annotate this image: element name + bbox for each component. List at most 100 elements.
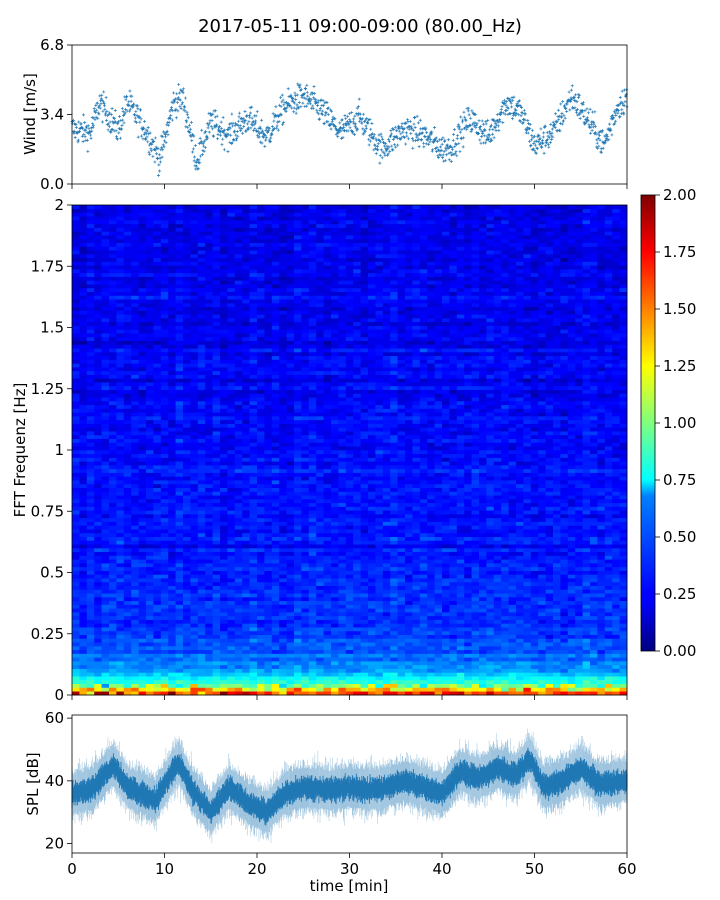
spectrogram-cell — [271, 480, 280, 485]
wind-point — [244, 119, 248, 123]
wind-point — [272, 119, 276, 123]
wind-point — [377, 133, 381, 137]
spectrogram-cell — [94, 476, 102, 481]
spectrogram-cell — [153, 668, 162, 673]
spectrogram-cell — [94, 510, 102, 515]
wind-point — [128, 89, 132, 93]
spectrogram-cell — [220, 683, 228, 688]
spectrogram-cell — [257, 540, 265, 545]
spectrogram-cell — [257, 623, 265, 628]
spectrogram-cell — [86, 321, 95, 326]
wind-point — [457, 127, 461, 131]
spectrogram-cell — [101, 367, 110, 372]
spectrogram-cell — [212, 502, 221, 507]
spectrogram-cell — [227, 502, 236, 507]
spectrogram-cell — [72, 306, 80, 311]
spectrogram-cell — [138, 672, 147, 677]
spectrogram-cell — [94, 408, 102, 413]
spectrogram-cell — [153, 352, 162, 357]
spectrogram-cell — [257, 287, 265, 292]
spectrogram-cell — [205, 608, 213, 613]
spectrogram-cell — [175, 220, 184, 225]
wind-point — [438, 149, 442, 153]
spectrogram-cell — [212, 389, 221, 394]
spectrogram-cell — [220, 574, 228, 579]
spectrogram-cell — [205, 612, 213, 617]
spectrogram-cell — [153, 521, 162, 526]
spectrogram-cell — [197, 446, 206, 451]
spectrogram-cell — [109, 434, 117, 439]
spectrogram-cell — [123, 238, 132, 243]
spectrogram-cell — [94, 318, 102, 323]
spectrogram-cell — [249, 295, 258, 300]
spectrogram-cell — [175, 389, 184, 394]
spectrogram-cell — [72, 284, 80, 289]
spectrogram-cell — [146, 246, 154, 251]
spectrogram-cell — [146, 427, 154, 432]
spectrogram-cell — [234, 457, 243, 462]
spectrogram-cell — [220, 227, 228, 232]
wind-point — [466, 109, 470, 113]
spectrogram-cell — [242, 427, 250, 432]
spectrogram-cell — [146, 597, 154, 602]
spectrogram-cell — [146, 397, 154, 402]
spectrogram-cell — [153, 401, 162, 406]
spectrogram-cell — [168, 208, 176, 213]
wind-point — [373, 147, 377, 151]
spectrogram-cell — [220, 303, 228, 308]
spectrogram-cell — [79, 261, 88, 266]
spectrogram-cell — [220, 314, 228, 319]
spectrogram-cell — [86, 434, 95, 439]
spectrogram-cell — [220, 254, 228, 259]
wind-point — [245, 122, 249, 126]
spectrogram-cell — [153, 465, 162, 470]
spectrogram-cell — [86, 612, 95, 617]
spectrogram-cell — [249, 272, 258, 277]
spectrogram-cell — [212, 668, 221, 673]
spectrogram-cell — [146, 212, 154, 217]
spectrogram-cell — [160, 578, 169, 583]
spectrogram-cell — [212, 540, 221, 545]
spectrogram-cell — [257, 246, 265, 251]
wind-point — [171, 101, 175, 105]
spectrogram-cell — [131, 333, 139, 338]
spectrogram-cell — [72, 672, 80, 677]
spectrogram-cell — [131, 453, 139, 458]
spectrogram-cell — [190, 495, 199, 500]
wind-point — [219, 130, 223, 134]
spectrogram-cell — [190, 321, 199, 326]
wind-point — [155, 156, 159, 160]
spectrogram-cell — [116, 287, 125, 292]
spectrogram-cell — [205, 615, 213, 620]
spectrogram-cell — [131, 450, 139, 455]
spectrogram-cell — [94, 280, 102, 285]
spectrogram-cell — [227, 593, 236, 598]
spectrogram-cell — [116, 385, 125, 390]
spectrogram-cell — [205, 310, 213, 315]
spectrogram-cell — [264, 212, 273, 217]
spectrogram-cell — [109, 661, 117, 666]
spectrogram-cell — [175, 280, 184, 285]
spectrogram-cell — [234, 227, 243, 232]
spectrogram-cell — [86, 525, 95, 530]
spectrogram-cell — [79, 242, 88, 247]
spectrogram-cell — [146, 404, 154, 409]
wind-point — [480, 119, 484, 123]
spectrogram-cell — [175, 461, 184, 466]
wind-point — [493, 119, 497, 123]
wind-point — [585, 120, 589, 124]
spectrogram-cell — [264, 457, 273, 462]
spectrogram-cell — [160, 450, 169, 455]
spectrogram-cell — [197, 642, 206, 647]
spectrogram-cell — [249, 314, 258, 319]
wind-point — [304, 97, 308, 101]
spectrogram-cell — [271, 487, 280, 492]
spectrogram-cell — [168, 585, 176, 590]
wind-point — [559, 102, 563, 106]
spectrogram-cell — [138, 472, 147, 477]
spectrogram-cell — [220, 280, 228, 285]
spectrogram-cell — [109, 593, 117, 598]
spectrogram-cell — [109, 461, 117, 466]
spectrogram-cell — [197, 615, 206, 620]
spectrogram-cell — [101, 683, 110, 688]
